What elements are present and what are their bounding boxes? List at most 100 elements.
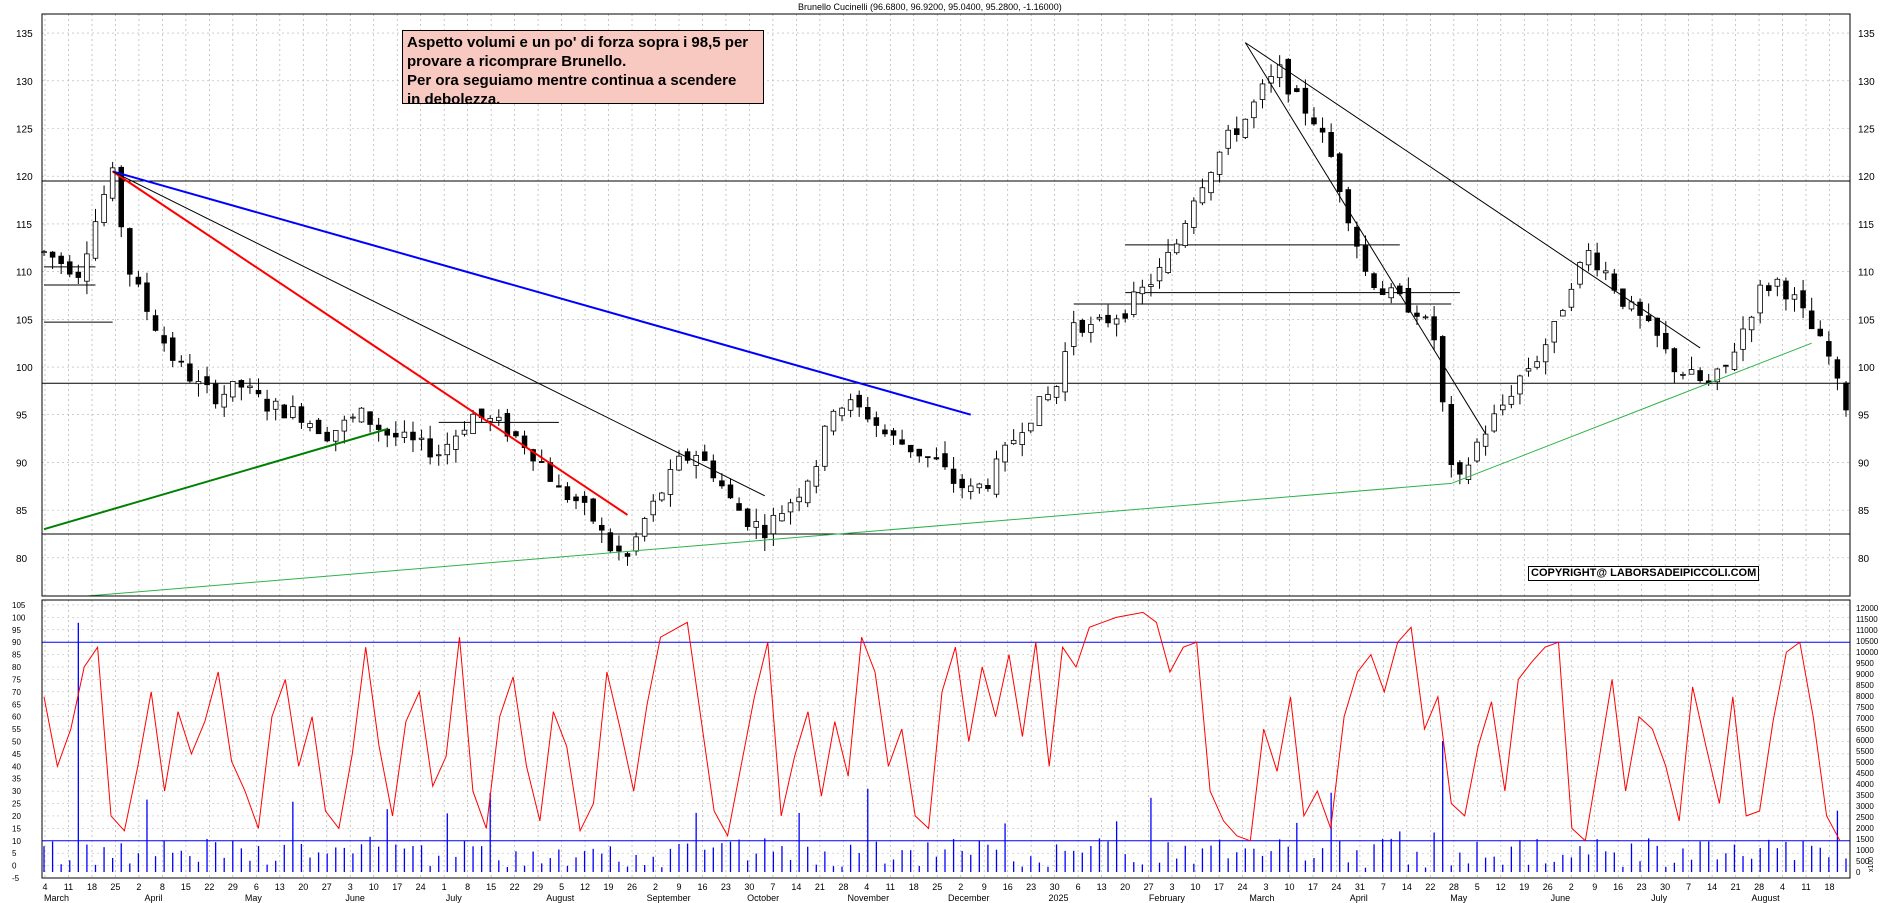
x-month-label: April	[144, 893, 162, 903]
y-price-tick-label: 105	[16, 315, 33, 326]
candle-body	[1774, 278, 1781, 287]
candle-body	[1594, 252, 1600, 271]
x-day-label: 24	[416, 882, 426, 892]
candle-body	[1482, 433, 1489, 447]
candle-body	[1645, 315, 1652, 322]
y-volume-tick-label: 9000	[1856, 670, 1874, 679]
candle-body	[187, 363, 193, 382]
y-osc-tick-label: 20	[12, 812, 21, 821]
y-price-tick-label: 120	[16, 172, 33, 183]
candle-body	[950, 468, 957, 484]
y-osc-tick-label: 25	[12, 800, 21, 809]
candle-body	[1251, 101, 1257, 119]
candle-body	[487, 417, 493, 422]
x-month-label: November	[848, 893, 890, 903]
candle-body	[247, 385, 253, 389]
y-osc-tick-label: 40	[12, 762, 21, 771]
x-day-label: 23	[1637, 882, 1647, 892]
x-day-label: 7	[770, 882, 775, 892]
candle-body	[1096, 316, 1103, 320]
x-month-label: 2025	[1048, 893, 1068, 903]
candle-body	[1397, 285, 1403, 295]
candle-body	[152, 315, 159, 331]
candle-body	[461, 429, 468, 435]
candle-body	[1568, 288, 1575, 308]
x-day-label: 21	[1731, 882, 1741, 892]
x-day-label: 2	[958, 882, 963, 892]
y-volume-tick-label: 2500	[1856, 813, 1874, 822]
candle-body	[315, 419, 322, 435]
y-volume-tick-label: 2000	[1856, 824, 1874, 833]
x-day-label: 9	[982, 882, 987, 892]
x-day-label: 9	[1592, 882, 1597, 892]
y-price-tick-label: 80	[16, 554, 28, 565]
candle-body	[1740, 328, 1746, 350]
candle-body	[367, 411, 373, 425]
y-osc-tick-label: 45	[12, 750, 21, 759]
x-day-label: 19	[604, 882, 614, 892]
candle-body	[1036, 396, 1043, 426]
candle-body	[1070, 322, 1077, 347]
y-price-tick-label: 85	[1858, 506, 1870, 517]
x-month-label: April	[1350, 893, 1368, 903]
candle-body	[701, 451, 708, 461]
x-month-label: June	[1551, 893, 1571, 903]
x-day-label: 24	[1237, 882, 1247, 892]
candle-body	[1259, 83, 1266, 100]
candle-body	[1714, 368, 1721, 383]
candle-body	[985, 485, 991, 489]
candle-body	[1362, 245, 1369, 272]
x-day-label: 22	[1425, 882, 1435, 892]
x-day-label: 7	[1381, 882, 1386, 892]
x-day-label: 11	[886, 882, 895, 892]
x-day-label: 2	[1569, 882, 1574, 892]
x-month-label: May	[1450, 893, 1468, 903]
x-month-label: July	[446, 893, 463, 903]
candle-body	[538, 461, 545, 463]
candle-body	[770, 514, 777, 535]
candle-body	[967, 485, 974, 492]
candle-body	[865, 406, 871, 420]
x-day-label: 6	[254, 882, 259, 892]
x-day-label: 28	[1449, 882, 1459, 892]
y-price-tick-label: 125	[16, 124, 33, 135]
candle-body	[959, 478, 965, 489]
candle-body	[1551, 321, 1558, 343]
x-day-label: 16	[1613, 882, 1623, 892]
y-price-tick-label: 80	[1858, 554, 1870, 565]
x-day-label: 4	[1780, 882, 1785, 892]
candle-body	[779, 512, 785, 522]
candle-body	[1242, 118, 1249, 138]
candle-body	[916, 448, 923, 457]
candle-body	[1560, 310, 1566, 317]
candle-body	[933, 457, 940, 460]
x-day-label: 2	[653, 882, 658, 892]
candle-body	[1148, 284, 1154, 287]
candle-body	[1611, 273, 1618, 291]
x-day-label: 23	[721, 882, 731, 892]
y-volume-tick-label: 4000	[1856, 780, 1874, 789]
candle-body	[1748, 316, 1755, 331]
y-price-tick-label: 125	[1858, 124, 1875, 135]
chart-title: Brunello Cucinelli (96.6800, 96.9200, 95…	[798, 2, 1062, 12]
candle-body	[1723, 364, 1729, 367]
candle-body	[1079, 319, 1086, 333]
y-volume-tick-label: 1500	[1856, 835, 1874, 844]
candle-body	[169, 337, 176, 361]
candle-body	[719, 480, 725, 487]
y-price-tick-label: 115	[16, 220, 32, 231]
candle-body	[1139, 286, 1146, 295]
candle-body	[1328, 132, 1334, 157]
candle-body	[1199, 187, 1206, 204]
candle-body	[401, 431, 408, 438]
candle-body	[762, 524, 768, 539]
y-osc-tick-label: 65	[12, 700, 21, 709]
candle-body	[1053, 386, 1060, 398]
candle-body	[573, 496, 579, 502]
y-volume-tick-label: 7000	[1856, 714, 1874, 723]
candle-body	[513, 431, 519, 437]
candle-body	[1276, 64, 1283, 79]
candle-body	[221, 393, 227, 408]
candle-body	[66, 261, 73, 275]
